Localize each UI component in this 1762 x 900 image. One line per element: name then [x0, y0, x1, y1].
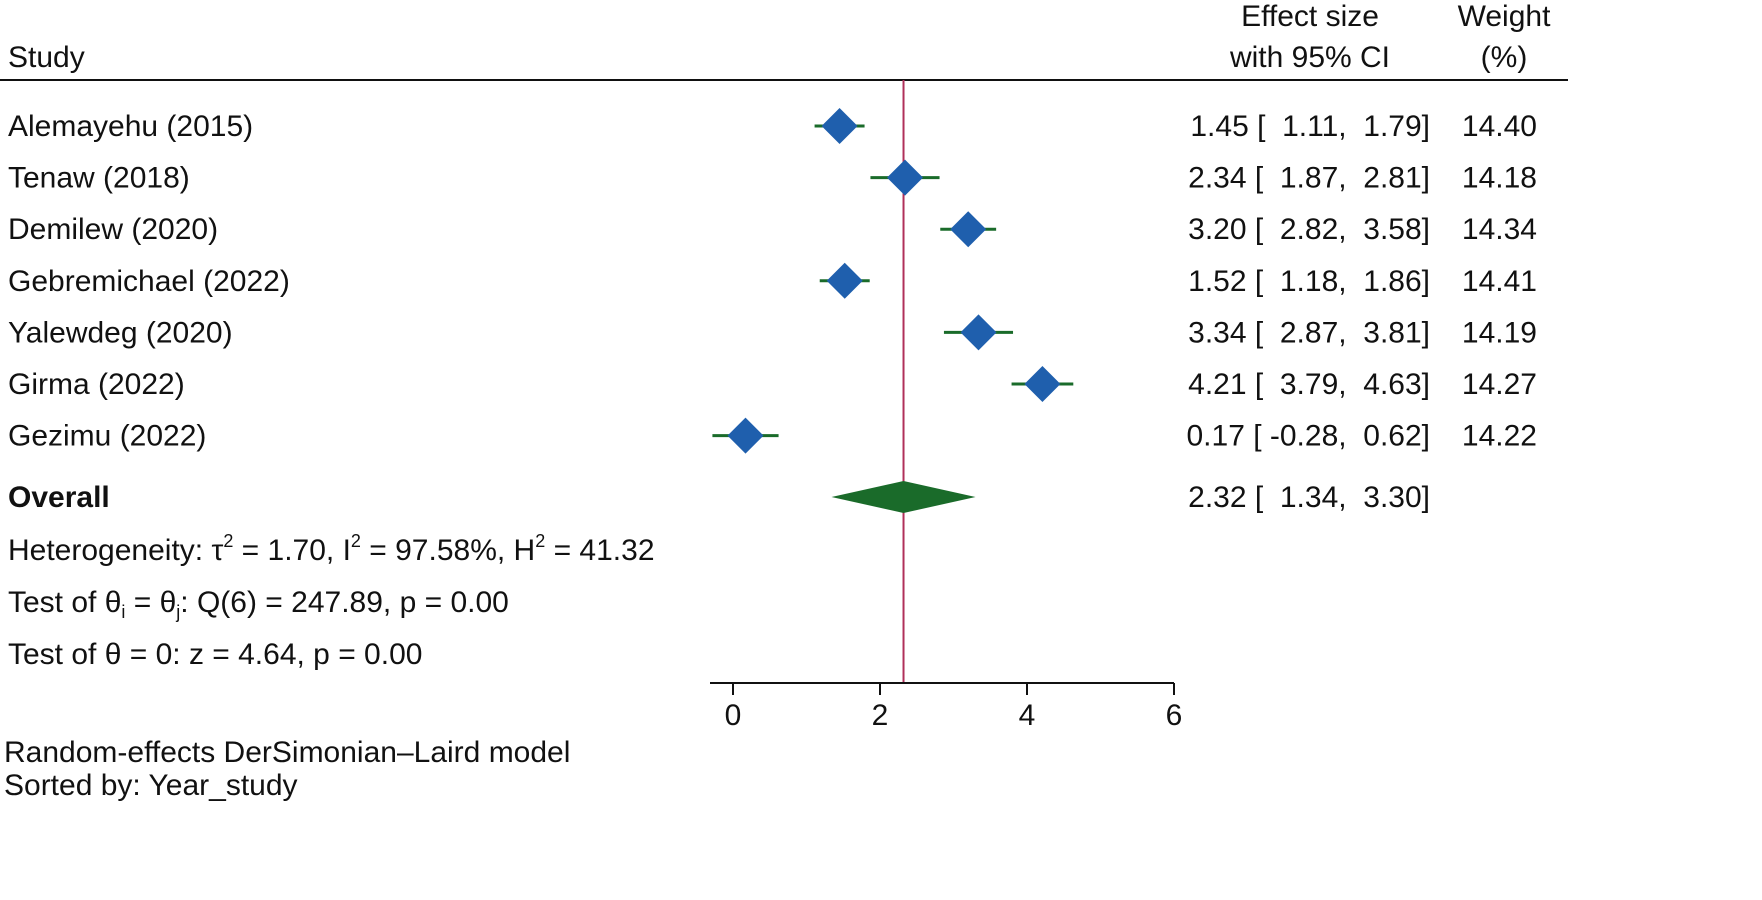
- overall-ci-text: 2.32 [ 1.34, 3.30]: [1188, 481, 1430, 514]
- study-column-header: Study: [8, 41, 85, 74]
- effect-marker: [960, 314, 997, 351]
- study-label: Demilew (2020): [8, 213, 218, 246]
- effect-ci-text: 2.34 [ 1.87, 2.81]: [1188, 162, 1430, 195]
- weight-value: 14.18: [1462, 162, 1537, 195]
- model-note: Random-effects DerSimonian–Laird model: [4, 736, 570, 769]
- x-axis-tick-label: 0: [725, 699, 742, 732]
- effect-ci-text: 1.45 [ 1.11, 1.79]: [1190, 110, 1430, 143]
- effect-marker: [826, 262, 863, 299]
- x-axis-tick-label: 2: [872, 699, 889, 732]
- study-rows: Alemayehu (2015) 1.45 [ 1.11, 1.79] 14.40 T…: [8, 80, 1537, 683]
- x-axis-tick-label: 4: [1019, 699, 1036, 732]
- heterogeneity-text: Heterogeneity: τ2 = 1.70, I2 = 97.58%, H…: [8, 531, 655, 567]
- study-label: Girma (2022): [8, 368, 185, 401]
- study-label: Alemayehu (2015): [8, 110, 253, 143]
- effect-size-header-line2: with 95% CI: [1229, 41, 1390, 74]
- weight-value: 14.34: [1462, 213, 1537, 246]
- effect-marker: [886, 159, 923, 196]
- weight-header-line1: Weight: [1458, 0, 1551, 33]
- effect-marker: [1024, 366, 1061, 402]
- effect-ci-text: 3.34 [ 2.87, 3.81]: [1188, 316, 1430, 349]
- x-axis: 0 2 4 6: [710, 682, 1183, 732]
- effect-ci-text: 0.17 [ -0.28, 0.62]: [1186, 420, 1430, 453]
- effect-ci-text: 3.20 [ 2.82, 3.58]: [1188, 213, 1430, 246]
- effect-marker: [727, 417, 764, 454]
- sort-note: Sorted by: Year_study: [4, 769, 298, 802]
- overall-effect-test-text: Test of θ = 0: z = 4.64, p = 0.00: [8, 638, 422, 671]
- x-axis-tick-label: 6: [1166, 699, 1183, 732]
- overall-diamond: [831, 481, 976, 513]
- study-label: Gebremichael (2022): [8, 265, 290, 298]
- homogeneity-test-text: Test of θi = θj: Q(6) = 247.89, p = 0.00: [8, 586, 509, 622]
- weight-header-line2: (%): [1481, 41, 1528, 74]
- effect-ci-text: 4.21 [ 3.79, 4.63]: [1188, 368, 1430, 401]
- weight-value: 14.27: [1462, 368, 1537, 401]
- effect-marker: [821, 108, 858, 144]
- study-label: Tenaw (2018): [8, 162, 190, 195]
- effect-size-header-line1: Effect size: [1241, 0, 1379, 33]
- weight-value: 14.40: [1462, 110, 1537, 143]
- weight-value: 14.41: [1462, 265, 1537, 298]
- weight-value: 14.19: [1462, 316, 1537, 349]
- study-label: Gezimu (2022): [8, 420, 206, 453]
- study-label: Yalewdeg (2020): [8, 316, 233, 349]
- effect-marker: [950, 211, 987, 248]
- effect-ci-text: 1.52 [ 1.18, 1.86]: [1188, 265, 1430, 298]
- weight-value: 14.22: [1462, 420, 1537, 453]
- overall-label: Overall: [8, 481, 110, 514]
